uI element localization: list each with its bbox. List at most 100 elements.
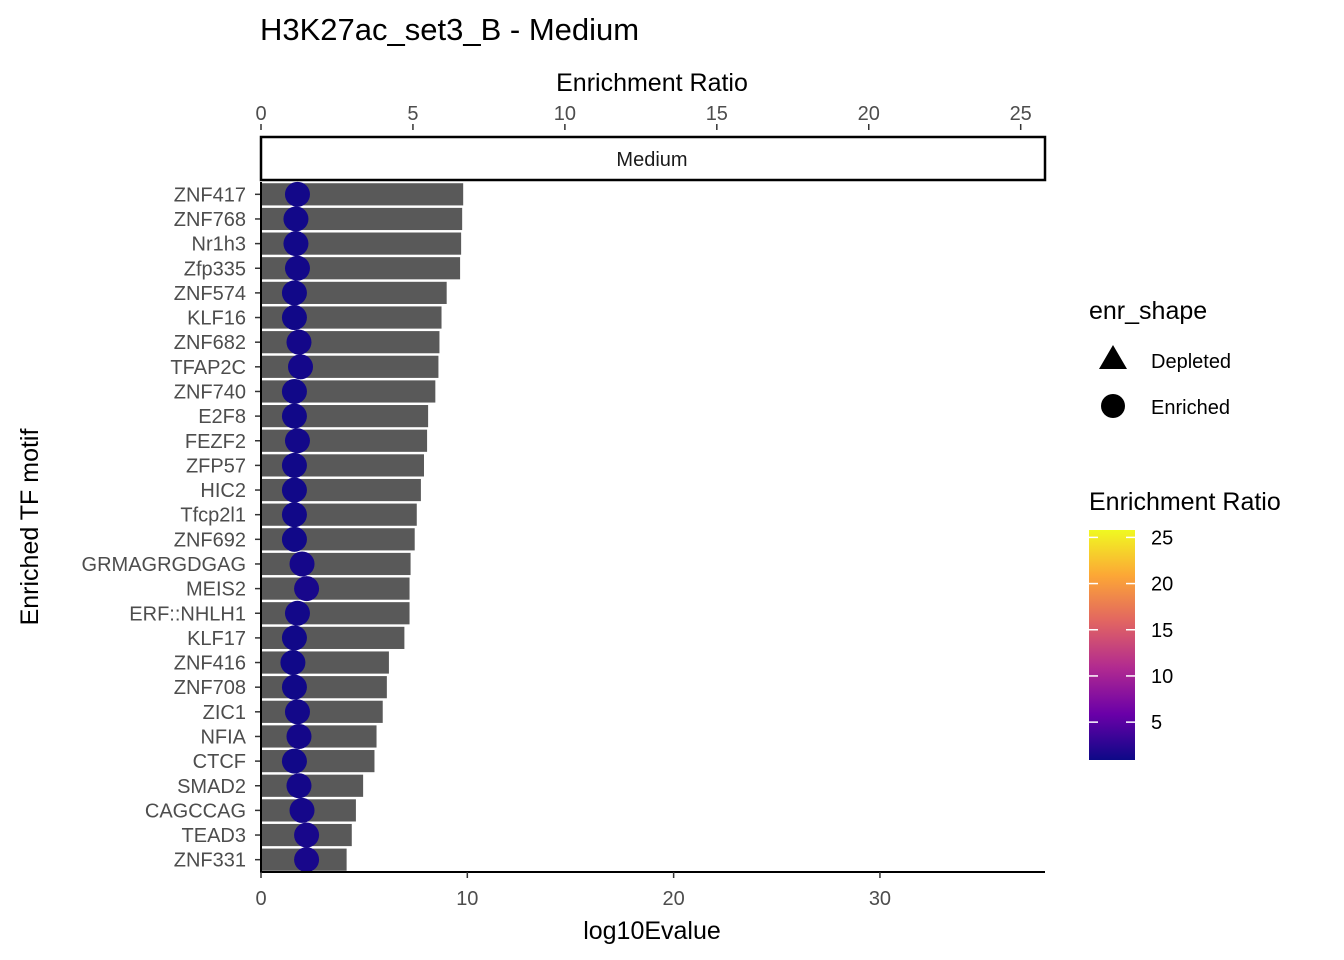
y-axis-title: Enriched TF motif — [16, 429, 44, 626]
bar-smad2 — [261, 774, 364, 797]
point-zfp57 — [281, 452, 307, 478]
bar-series — [261, 183, 464, 871]
y-tick-label: GRMAGRGDGAG — [82, 554, 246, 576]
y-tick-label: FEZF2 — [185, 431, 246, 453]
y-tick-label: MEIS2 — [186, 579, 246, 601]
triangle-icon — [1099, 345, 1127, 369]
y-tick-label: KLF17 — [187, 628, 246, 650]
point-znf692 — [281, 526, 307, 552]
point-fezf2 — [284, 428, 310, 454]
bar-klf16 — [261, 306, 442, 329]
bar-tfap2c — [261, 355, 439, 378]
bar-ctcf — [261, 750, 375, 773]
point-series — [280, 181, 320, 873]
y-tick-label: Tfcp2l1 — [180, 505, 246, 527]
color-legend-tick-label: 5 — [1151, 712, 1162, 734]
bar-nfia — [261, 725, 377, 748]
color-legend-tick-label: 25 — [1151, 527, 1173, 549]
y-tick-label: ZNF331 — [174, 850, 246, 872]
chart-title: H3K27ac_set3_B - Medium — [260, 12, 639, 47]
x-axis-title: log10Evalue — [583, 917, 721, 945]
y-tick-label: ZNF740 — [174, 381, 246, 403]
y-tick-label: CAGCCAG — [145, 800, 246, 822]
point-e2f8 — [281, 403, 307, 429]
facet-strip: Medium — [259, 135, 1047, 182]
y-tick-label: CTCF — [193, 751, 246, 773]
facet-label: Medium — [616, 149, 687, 171]
x-tick-label: 0 — [255, 888, 266, 910]
point-znf416 — [280, 650, 306, 676]
bar-nr1h3 — [261, 232, 462, 255]
point-znf574 — [281, 280, 307, 306]
point-nfia — [286, 723, 312, 749]
point-erf-nhlh1 — [284, 600, 310, 626]
y-tick-label: Zfp335 — [184, 258, 246, 280]
point-znf708 — [281, 674, 307, 700]
color-legend-bar — [1089, 530, 1135, 760]
point-znf331 — [294, 847, 320, 873]
y-tick-label: ZNF416 — [174, 653, 246, 675]
y-tick-label: ZNF692 — [174, 529, 246, 551]
point-cagccag — [289, 797, 315, 823]
shape-legend-item-enriched: Enriched — [1151, 397, 1230, 419]
shape-legend: enr_shape Depleted Enriched — [1089, 297, 1231, 419]
bar-erf-nhlh1 — [261, 602, 410, 625]
x-tick-label: 10 — [456, 888, 478, 910]
point-znf768 — [283, 206, 309, 232]
point-nr1h3 — [283, 231, 309, 257]
y-tick-label: ZNF768 — [174, 209, 246, 231]
color-legend: Enrichment Ratio 5 10 15 20 25 — [1089, 488, 1281, 760]
secondary-x-tick-label: 5 — [407, 103, 418, 125]
point-grmagrgdgag — [289, 551, 315, 577]
color-legend-tick-label: 15 — [1151, 620, 1173, 642]
point-klf16 — [281, 305, 307, 331]
bar-zic1 — [261, 700, 383, 723]
point-smad2 — [286, 773, 312, 799]
point-ctcf — [281, 748, 307, 774]
point-tfcp2l1 — [281, 502, 307, 528]
secondary-x-axis-title: Enrichment Ratio — [556, 69, 748, 97]
x-axis: 0 10 20 30 — [255, 872, 891, 910]
secondary-x-tick-label: 25 — [1010, 103, 1032, 125]
circle-icon — [1101, 394, 1125, 418]
y-tick-label: TFAP2C — [170, 357, 246, 379]
point-meis2 — [294, 576, 320, 602]
secondary-x-tick-label: 0 — [255, 103, 266, 125]
point-znf682 — [286, 329, 312, 355]
bar-znf708 — [261, 676, 387, 699]
secondary-x-tick-label: 20 — [858, 103, 880, 125]
y-tick-label: KLF16 — [187, 308, 246, 330]
color-legend-ticks: 5 10 15 20 25 — [1089, 527, 1173, 734]
bar-znf768 — [261, 207, 463, 231]
x-tick-label: 20 — [663, 888, 685, 910]
y-tick-label: SMAD2 — [177, 776, 246, 798]
bar-znf417 — [261, 183, 464, 206]
secondary-x-tick-label: 10 — [554, 103, 576, 125]
point-zfp335 — [284, 255, 310, 281]
y-tick-label: ZNF708 — [174, 677, 246, 699]
point-znf740 — [281, 378, 307, 404]
shape-legend-title: enr_shape — [1089, 297, 1207, 325]
shape-legend-item-depleted: Depleted — [1151, 351, 1231, 373]
y-tick-label: TEAD3 — [182, 825, 246, 847]
y-tick-label: ZNF682 — [174, 332, 246, 354]
color-legend-tick-label: 20 — [1151, 574, 1173, 596]
bar-znf416 — [261, 651, 389, 674]
y-tick-label: ZIC1 — [203, 702, 246, 724]
point-hic2 — [281, 477, 307, 503]
bar-grmagrgdgag — [261, 552, 411, 576]
x-tick-label: 30 — [869, 888, 891, 910]
y-tick-label: ZNF574 — [174, 283, 246, 305]
y-tick-label: HIC2 — [200, 480, 246, 502]
point-tead3 — [294, 822, 320, 848]
y-tick-label: ZFP57 — [186, 455, 246, 477]
bar-zfp335 — [261, 257, 461, 280]
point-znf417 — [284, 181, 310, 207]
y-tick-label: NFIA — [200, 726, 246, 748]
point-klf17 — [281, 625, 307, 651]
point-tfap2c — [288, 354, 314, 380]
y-tick-label: Nr1h3 — [192, 234, 246, 256]
y-tick-label: E2F8 — [198, 406, 246, 428]
